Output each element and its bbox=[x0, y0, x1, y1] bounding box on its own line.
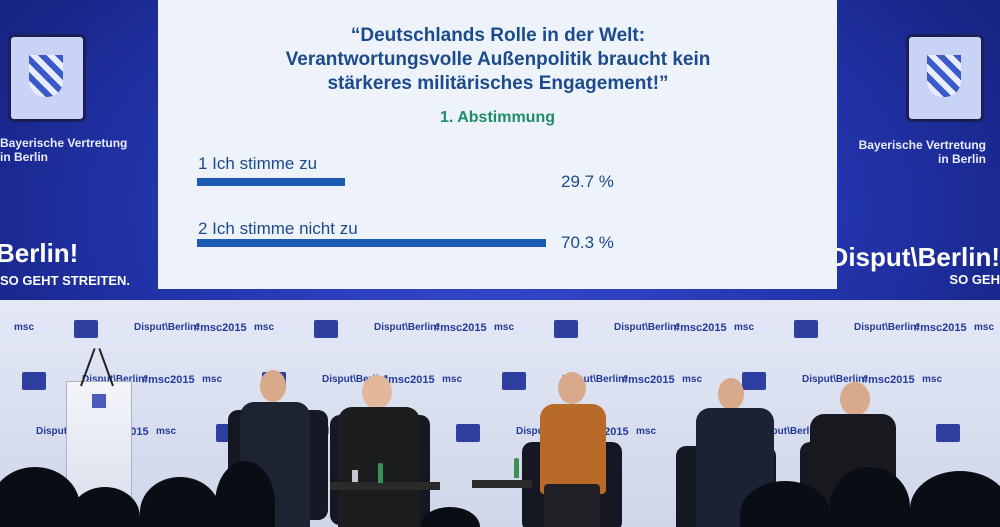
option-1-percent: 29.7 % bbox=[561, 172, 614, 191]
wall-msc-logo: msc bbox=[14, 322, 35, 333]
left-slogan: SO GEHT STREITEN. bbox=[0, 273, 131, 288]
wall-hash-logo: #msc2015 bbox=[914, 322, 967, 334]
wall-hash-logo: #msc2015 bbox=[382, 374, 435, 386]
panelist-head bbox=[718, 378, 744, 410]
projection-screen: “Deutschlands Rolle in der Welt: Verantw… bbox=[158, 0, 837, 289]
wall-hash-logo: #msc2015 bbox=[674, 322, 727, 334]
wall-hash-logo: #msc2015 bbox=[622, 374, 675, 386]
right-disput-logo: Disput\Berlin! bbox=[829, 242, 1000, 272]
crest-icon bbox=[554, 320, 578, 338]
wall-msc-logo: msc bbox=[974, 322, 995, 333]
audience-head bbox=[830, 467, 910, 527]
left-org-name: Bayerische Vertretung in Berlin bbox=[0, 136, 127, 164]
wall-hash-logo: #msc2015 bbox=[862, 374, 915, 386]
right-org-line1: Bayerische Vertretung bbox=[858, 138, 986, 152]
bavarian-crest-icon bbox=[906, 34, 984, 122]
wall-msc-logo: msc bbox=[494, 322, 515, 333]
left-org-line1: Bayerische Vertretung bbox=[0, 136, 128, 150]
crest-icon bbox=[794, 320, 818, 338]
poll-question: “Deutschlands Rolle in der Welt: Verantw… bbox=[198, 24, 798, 96]
option-1-label: 1 Ich stimme zu bbox=[198, 154, 318, 173]
wall-disput-logo: Disput\Berlin! bbox=[322, 374, 388, 385]
wall-disput-logo: Disput\Berlin! bbox=[82, 374, 148, 385]
poll-question-line3: stärkeres militärisches Engagement!” bbox=[327, 73, 669, 94]
audience-head bbox=[70, 487, 140, 527]
right-backdrop-panel: Bayerische Vertretung in Berlin Disput\B… bbox=[830, 0, 1000, 300]
crest-icon bbox=[456, 424, 480, 442]
wall-disput-logo: Disput\Berlin! bbox=[134, 322, 200, 333]
panelist-head bbox=[362, 375, 392, 409]
wall-disput-logo: Disput\Berlin! bbox=[802, 374, 868, 385]
side-table bbox=[330, 482, 440, 490]
right-org-name: Bayerische Vertretung in Berlin bbox=[859, 138, 986, 166]
crest-icon bbox=[314, 320, 338, 338]
audience-head bbox=[215, 461, 275, 527]
water-bottle bbox=[514, 458, 519, 478]
audience-head bbox=[740, 481, 830, 527]
crest-icon bbox=[742, 372, 766, 390]
wall-msc-logo: msc bbox=[202, 374, 223, 385]
panelist-head bbox=[260, 370, 286, 402]
lectern-crest-icon bbox=[92, 394, 106, 408]
option-2-label: 2 Ich stimme nicht zu bbox=[198, 219, 358, 238]
left-org-line2: in Berlin bbox=[0, 150, 49, 164]
water-glass bbox=[352, 470, 358, 482]
panelist-head bbox=[558, 372, 586, 404]
panelist-legs bbox=[544, 484, 600, 527]
crest-icon bbox=[936, 424, 960, 442]
bavarian-crest-icon bbox=[8, 34, 86, 122]
panelist-body bbox=[540, 404, 606, 494]
wall-msc-logo: msc bbox=[636, 426, 657, 437]
wall-disput-logo: Disput\Berlin! bbox=[614, 322, 680, 333]
wall-msc-logo: msc bbox=[682, 374, 703, 385]
wall-disput-logo: Disput\Berlin! bbox=[374, 322, 440, 333]
left-disput-logo: Berlin! bbox=[0, 238, 79, 268]
crest-icon bbox=[74, 320, 98, 338]
option-1-bar bbox=[197, 178, 345, 186]
water-bottle bbox=[378, 463, 383, 483]
option-2-percent: 70.3 % bbox=[561, 233, 614, 252]
left-backdrop-panel: Bayerische Vertretung in Berlin Berlin! … bbox=[0, 0, 160, 300]
wall-msc-logo: msc bbox=[156, 426, 177, 437]
side-table bbox=[472, 480, 532, 488]
audience-head bbox=[140, 477, 220, 527]
panelist-head bbox=[840, 382, 870, 416]
wall-disput-logo: Disput\Berlin! bbox=[854, 322, 920, 333]
wall-disput-logo: Disput\Berlin! bbox=[562, 374, 628, 385]
option-2-bar bbox=[197, 239, 546, 247]
poll-question-line2: Verantwortungsvolle Außenpolitik braucht… bbox=[285, 49, 711, 70]
right-org-line2: in Berlin bbox=[937, 152, 986, 166]
audience-head bbox=[910, 471, 1000, 527]
crest-icon bbox=[502, 372, 526, 390]
wall-msc-logo: msc bbox=[922, 374, 943, 385]
poll-question-line1: “Deutschlands Rolle in der Welt: bbox=[350, 25, 646, 46]
wall-hash-logo: #msc2015 bbox=[142, 374, 195, 386]
wall-msc-logo: msc bbox=[254, 322, 275, 333]
round-label: 1. Abstimmung bbox=[440, 109, 555, 126]
wall-disput-logo: Disput\Berlin! bbox=[756, 426, 822, 437]
right-slogan: SO GEH bbox=[949, 272, 1000, 287]
wall-hash-logo: #msc2015 bbox=[194, 322, 247, 334]
crest-icon bbox=[22, 372, 46, 390]
wall-msc-logo: msc bbox=[734, 322, 755, 333]
wall-msc-logo: msc bbox=[442, 374, 463, 385]
audience-head bbox=[420, 507, 480, 527]
wall-hash-logo: #msc2015 bbox=[434, 322, 487, 334]
